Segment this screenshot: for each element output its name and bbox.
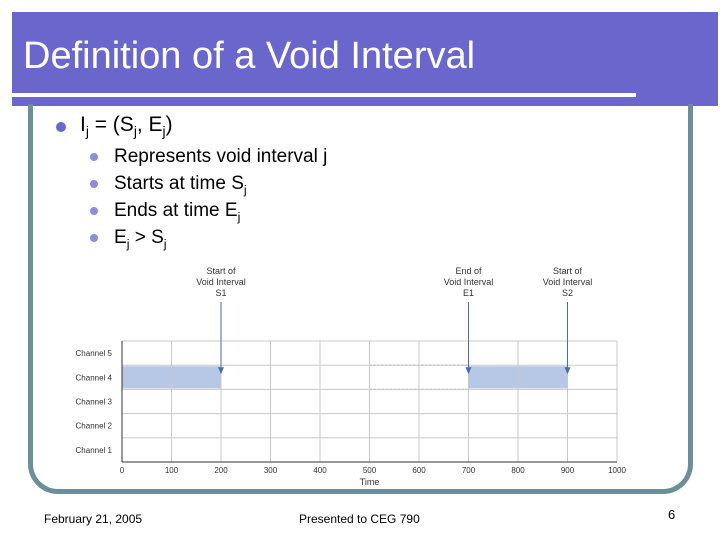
sub-bullet-icon [90,180,98,188]
x-tick-label: 800 [511,466,525,475]
x-tick-label: 300 [264,466,278,475]
x-tick-label: 600 [412,466,426,475]
sub-bullet-icon [90,153,98,161]
channel-label: Channel 1 [76,446,113,455]
x-tick-label: 200 [214,466,228,475]
x-tick-label: 500 [363,466,377,475]
x-tick-label: 0 [120,466,125,475]
title-bar [12,12,718,106]
annotation-arrowhead [465,367,472,375]
annotation-label: Start of [553,266,583,276]
annotation-label: Void Interval [196,277,246,287]
annotation-label: S2 [562,288,573,298]
annotation-label: Void Interval [543,277,593,287]
x-tick-label: 700 [462,466,476,475]
bullet-icon [56,122,66,132]
annotation-label: S1 [215,288,226,298]
content-frame [28,104,693,494]
void-interval-chart: Channel 5 Channel 4 Channel 3 Channel 2 Chan… [76,266,627,487]
annotation-arrowhead [564,367,571,375]
sub-bullet-icon [90,234,98,242]
channel-label: Channel 3 [76,398,113,407]
x-tick-label: 900 [561,466,575,475]
annotation-label: Void Interval [444,277,494,287]
slide-number: 6 [668,507,676,522]
channel-label: Channel 5 [76,349,113,358]
x-tick-label: 400 [313,466,327,475]
footer-presenter: Presented to CEG 790 [299,512,420,526]
x-axis-label: Time [360,477,380,487]
x-tick-label: 100 [165,466,179,475]
x-tick-label: 1000 [608,466,626,475]
annotation-label: End of [455,266,482,276]
footer-date: February 21, 2005 [44,512,143,526]
annotation-label: E1 [463,288,474,298]
channel-label: Channel 4 [76,373,113,382]
title-underline [10,93,636,97]
slide-title: Definition of a Void Interval [23,35,476,77]
sub-bullet-icon [90,207,98,215]
channel-label: Channel 2 [76,422,113,431]
annotation-arrowhead [218,367,224,375]
main-bullet: Ij = (Sj, Ej) [80,113,173,140]
annotation-label: Start of [206,266,236,276]
